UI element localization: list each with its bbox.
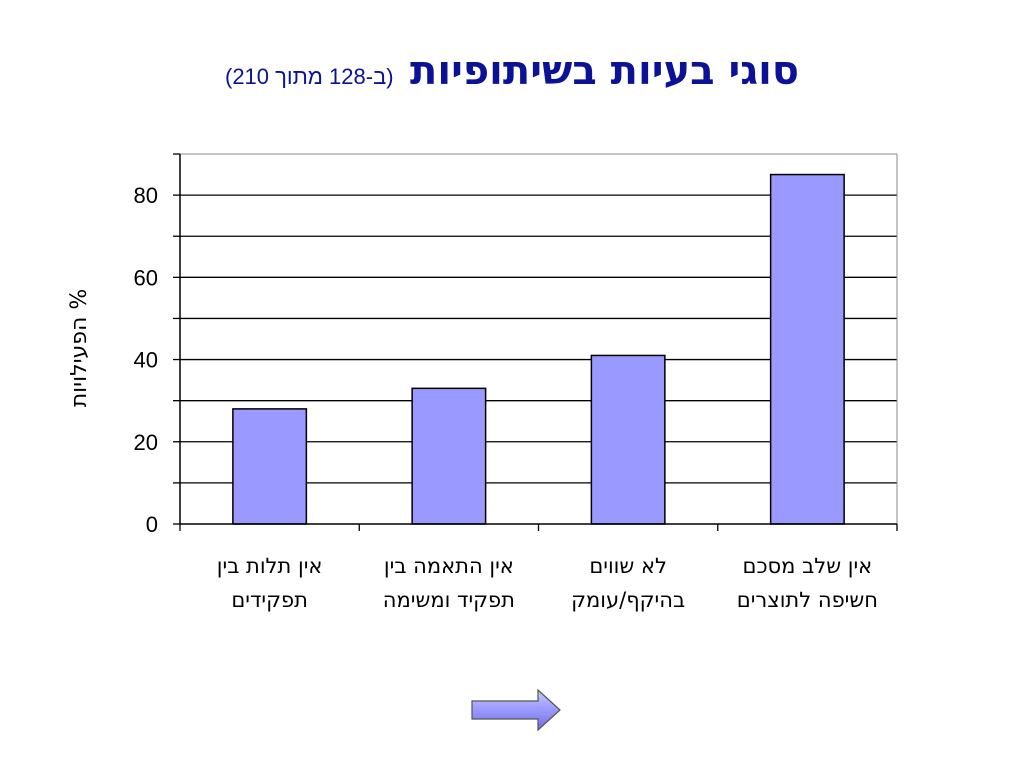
bar (411, 387, 487, 525)
x-category-label: תפקידים (231, 588, 308, 612)
y-tick-label: 60 (134, 265, 158, 290)
x-category-label: אין התאמה בין (384, 554, 514, 578)
bar (232, 408, 308, 525)
title-main: סוגי בעיות בשיתופיות (410, 48, 800, 94)
slide-title: סוגי בעיות בשיתופיות (ב-128 מתוך 210) (0, 48, 1024, 94)
x-category-label: לא שווים (589, 554, 667, 578)
title-subtitle: (ב-128 מתוך 210) (224, 64, 394, 89)
y-tick-label: 40 (134, 348, 158, 373)
x-category-label: אין שלב מסכם (743, 554, 873, 578)
bar (590, 354, 666, 525)
y-axis-label: % הפעילויות (67, 289, 92, 408)
bar (769, 173, 845, 525)
y-tick-label: 80 (134, 183, 158, 208)
axes (173, 153, 898, 531)
labels: 0 20 40 60 80 אין תלות בין תפקידים אין התאמה בי… (67, 183, 878, 612)
y-tick-label: 0 (146, 512, 158, 537)
x-category-label: בהיקף/עומק (571, 588, 685, 612)
y-tick-label: 20 (134, 430, 158, 455)
bars (232, 173, 845, 525)
next-arrow-icon[interactable] (470, 688, 564, 732)
x-category-label: אין תלות בין (217, 554, 323, 578)
x-category-label: תפקיד ומשימה (383, 588, 515, 612)
x-category-label: חשיפה לתוצרים (737, 588, 878, 612)
